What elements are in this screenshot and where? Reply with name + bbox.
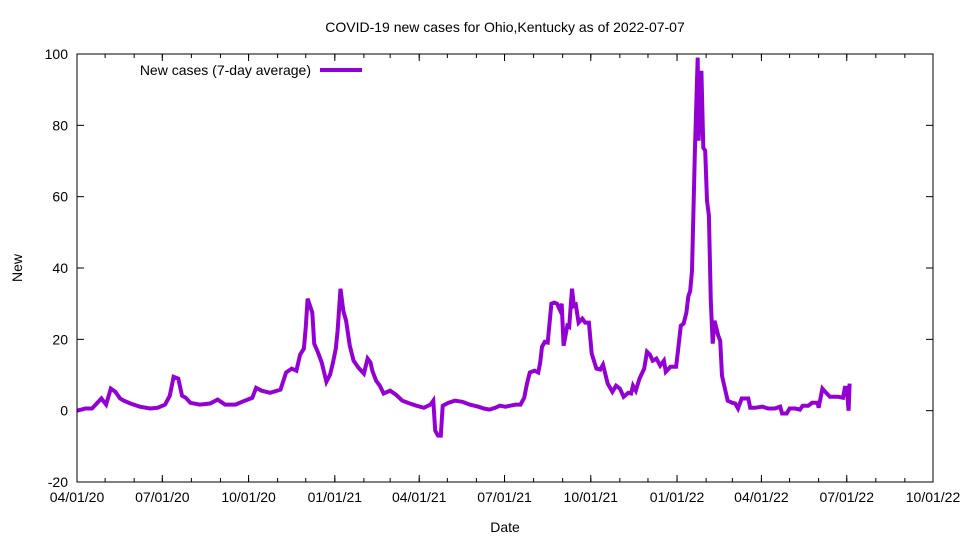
series-group — [76, 57, 852, 438]
chart-title: COVID-19 new cases for Ohio,Kentucky as … — [325, 19, 685, 35]
y-tick-label: 40 — [52, 260, 68, 276]
x-tick-label: 07/01/21 — [477, 489, 532, 505]
x-axis: 04/01/20 07/01/20 10/01/20 01/01/21 04/01/21… — [50, 54, 960, 505]
x-tick-label: 10/01/22 — [906, 489, 960, 505]
x-tick-label: 10/01/20 — [221, 489, 276, 505]
x-tick-label: 04/01/21 — [392, 489, 447, 505]
x-tick-label: 07/01/22 — [819, 489, 874, 505]
y-tick-label: 0 — [60, 403, 68, 419]
y-tick-label: 100 — [45, 46, 69, 62]
series-line-new-cases — [76, 57, 852, 438]
x-tick-label: 10/01/21 — [564, 489, 619, 505]
y-axis-label: New — [9, 253, 25, 282]
x-axis-label: Date — [490, 519, 520, 535]
plot-frame — [76, 53, 934, 483]
y-axis: -20 0 20 40 60 80 100 — [45, 46, 933, 490]
y-tick-label: 60 — [52, 189, 68, 205]
x-tick-label: 04/01/20 — [50, 489, 105, 505]
x-tick-label: 07/01/20 — [135, 489, 190, 505]
x-tick-label: 01/01/22 — [650, 489, 705, 505]
legend-label: New cases (7-day average) — [140, 62, 311, 78]
y-tick-label: -20 — [48, 474, 68, 490]
y-tick-label: 80 — [52, 117, 68, 133]
y-tick-label: 20 — [52, 331, 68, 347]
legend: New cases (7-day average) — [140, 62, 362, 78]
x-tick-label: 01/01/21 — [308, 489, 363, 505]
x-tick-label: 04/01/22 — [734, 489, 789, 505]
